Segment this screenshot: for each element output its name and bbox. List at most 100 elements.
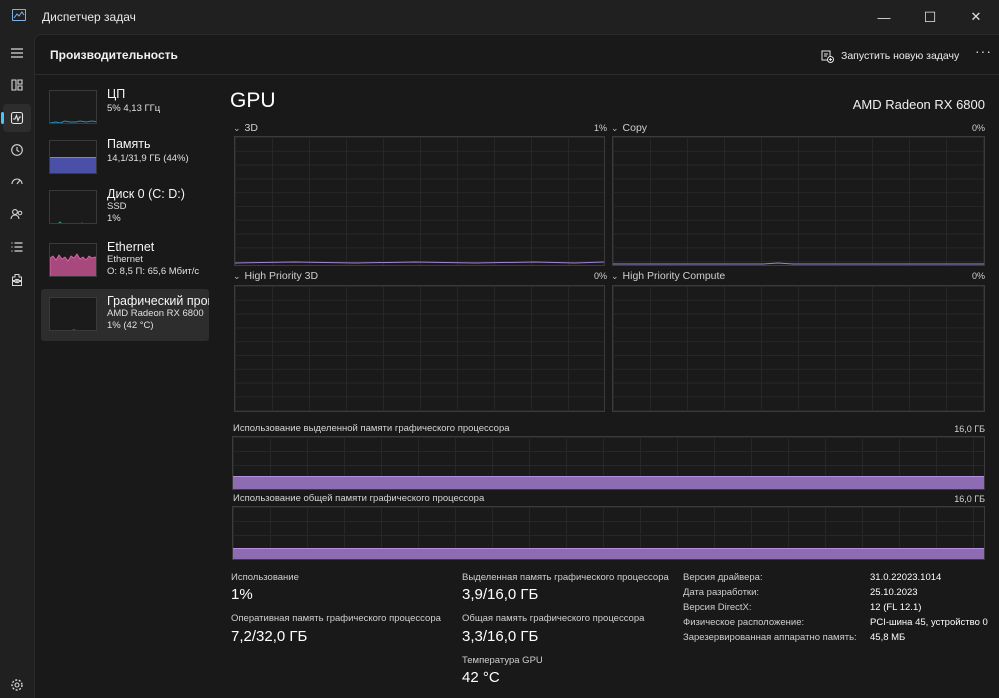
- gpu-title: GPU: [230, 89, 276, 112]
- device-detail: SSD: [107, 201, 127, 212]
- chevron-down-icon: ⌄: [611, 270, 619, 281]
- run-new-task-icon: [821, 50, 834, 63]
- close-button[interactable]: ✕: [953, 0, 999, 34]
- engine-graph-3d: [234, 136, 605, 266]
- run-new-task-label: Запустить новую задачу: [841, 50, 960, 62]
- page-header: Производительность Запустить новую задач…: [35, 35, 999, 75]
- startup-apps-icon: [11, 178, 23, 185]
- memory-thumbnail-graph: [49, 140, 97, 174]
- nav-settings[interactable]: [3, 671, 31, 698]
- gpu-ram-label: Оперативная память графического процессо…: [231, 613, 441, 624]
- device-memory[interactable]: Память 14,1/31,9 ГБ (44%): [41, 132, 209, 184]
- gpu-temperature-value: 42 °C: [462, 669, 500, 686]
- page-title: Производительность: [50, 48, 178, 62]
- dedicated-memory-value: 3,9/16,0 ГБ: [462, 586, 539, 603]
- processes-icon: [11, 79, 23, 91]
- info-value-directx-version: 12 (FL 12.1): [870, 602, 922, 613]
- shared-memory-max: 16,0 ГБ: [954, 494, 985, 504]
- device-detail: 5% 4,13 ГГц: [107, 103, 161, 114]
- device-detail: О: 8,5 П: 65,6 Мбит/с: [107, 266, 200, 277]
- nav-app-history[interactable]: [3, 136, 31, 164]
- close-icon: ✕: [970, 9, 982, 24]
- chevron-down-icon: ⌄: [233, 122, 241, 133]
- nav-users[interactable]: [3, 200, 31, 228]
- shared-memory-graph: [232, 506, 985, 560]
- info-value-driver-version: 31.0.22023.1014: [870, 572, 942, 583]
- shared-memory-value: 3,3/16,0 ГБ: [462, 628, 539, 645]
- minimize-button[interactable]: —: [861, 0, 907, 34]
- dedicated-memory-graph-label: Использование выделенной памяти графичес…: [233, 423, 510, 434]
- app-history-icon: [11, 144, 23, 156]
- info-value-reserved-memory: 45,8 МБ: [870, 632, 906, 643]
- device-detail: 1% (42 °C): [107, 320, 154, 331]
- engine-selector-copy[interactable]: ⌄ Copy: [611, 122, 647, 134]
- device-detail: AMD Radeon RX 6800: [107, 308, 204, 319]
- engine-selector-high-priority-3d[interactable]: ⌄ High Priority 3D: [233, 270, 318, 282]
- disk-thumbnail-graph: [49, 190, 97, 224]
- device-name: Память: [107, 137, 151, 151]
- navigation-rail: [0, 34, 34, 698]
- engine-name: High Priority Compute: [622, 270, 726, 282]
- device-detail: 14,1/31,9 ГБ (44%): [107, 153, 189, 164]
- minimize-icon: —: [877, 9, 891, 25]
- info-key-driver-version: Версия драйвера:: [683, 572, 763, 583]
- engine-percent: 1%: [593, 123, 607, 133]
- performance-icon: [10, 111, 24, 125]
- device-name: ЦП: [107, 87, 126, 101]
- device-detail: 1%: [107, 213, 121, 224]
- device-disk[interactable]: Диск 0 (C: D:) SSD 1%: [41, 182, 209, 234]
- device-name: Ethernet: [107, 240, 155, 254]
- engine-graph-copy: [612, 136, 985, 266]
- gpu-temperature-label: Температура GPU: [462, 655, 543, 666]
- info-value-driver-date: 25.10.2023: [870, 587, 918, 598]
- device-ethernet[interactable]: Ethernet Ethernet О: 8,5 П: 65,6 Мбит/с: [41, 235, 209, 287]
- device-detail: Ethernet: [107, 254, 143, 265]
- device-name: Диск 0 (C: D:): [107, 187, 185, 201]
- engine-name: 3D: [244, 122, 258, 134]
- engine-graph-high-priority-3d: [234, 285, 605, 412]
- chevron-down-icon: ⌄: [233, 270, 241, 281]
- hamburger-menu-button[interactable]: [3, 39, 31, 67]
- users-icon: [10, 209, 23, 220]
- services-icon: [12, 274, 22, 286]
- usage-value: 1%: [231, 586, 253, 603]
- more-options-button[interactable]: ···: [975, 43, 992, 59]
- nav-startup-apps[interactable]: [3, 168, 31, 196]
- nav-details[interactable]: [3, 233, 31, 261]
- nav-services[interactable]: [3, 266, 31, 294]
- gpu-thumbnail-graph: [49, 297, 97, 331]
- details-icon: [11, 242, 23, 252]
- info-value-physical-location: PCI-шина 45, устройство 0, функция 0: [870, 617, 988, 628]
- dedicated-memory-max: 16,0 ГБ: [954, 424, 985, 434]
- info-key-driver-date: Дата разработки:: [683, 587, 760, 598]
- maximize-button[interactable]: ☐: [907, 0, 953, 34]
- engine-percent: 0%: [971, 123, 985, 133]
- ethernet-thumbnail-graph: [49, 243, 97, 277]
- shared-memory-fill: [233, 548, 984, 559]
- engine-percent: 0%: [593, 271, 607, 281]
- gpu-model-name: AMD Radeon RX 6800: [852, 97, 985, 112]
- engine-name: High Priority 3D: [244, 270, 319, 282]
- gpu-ram-value: 7,2/32,0 ГБ: [231, 628, 308, 645]
- dedicated-memory-graph: [232, 436, 985, 490]
- engine-percent: 0%: [971, 271, 985, 281]
- device-name: Графический процессор 0: [107, 294, 209, 308]
- engine-graph-high-priority-compute: [612, 285, 985, 412]
- engine-selector-high-priority-compute[interactable]: ⌄ High Priority Compute: [611, 270, 725, 282]
- nav-processes[interactable]: [3, 71, 31, 99]
- device-gpu[interactable]: Графический процессор 0 AMD Radeon RX 68…: [41, 289, 209, 341]
- main-content: Производительность Запустить новую задач…: [34, 34, 999, 698]
- info-key-reserved-memory: Зарезервированная аппаратно память:: [683, 632, 857, 643]
- maximize-icon: ☐: [923, 8, 937, 25]
- nav-performance[interactable]: [1, 104, 31, 132]
- engine-selector-3d[interactable]: ⌄ 3D: [233, 122, 258, 134]
- settings-gear-icon: [11, 679, 23, 691]
- device-cpu[interactable]: ЦП 5% 4,13 ГГц: [41, 82, 209, 134]
- run-new-task-button[interactable]: Запустить новую задачу: [821, 47, 959, 65]
- window-title: Диспетчер задач: [42, 10, 136, 24]
- info-key-directx-version: Версия DirectX:: [683, 602, 752, 613]
- shared-memory-graph-label: Использование общей памяти графического …: [233, 493, 485, 504]
- hamburger-menu-icon: [11, 48, 23, 58]
- info-key-physical-location: Физическое расположение:: [683, 617, 805, 628]
- cpu-thumbnail-graph: [49, 90, 97, 124]
